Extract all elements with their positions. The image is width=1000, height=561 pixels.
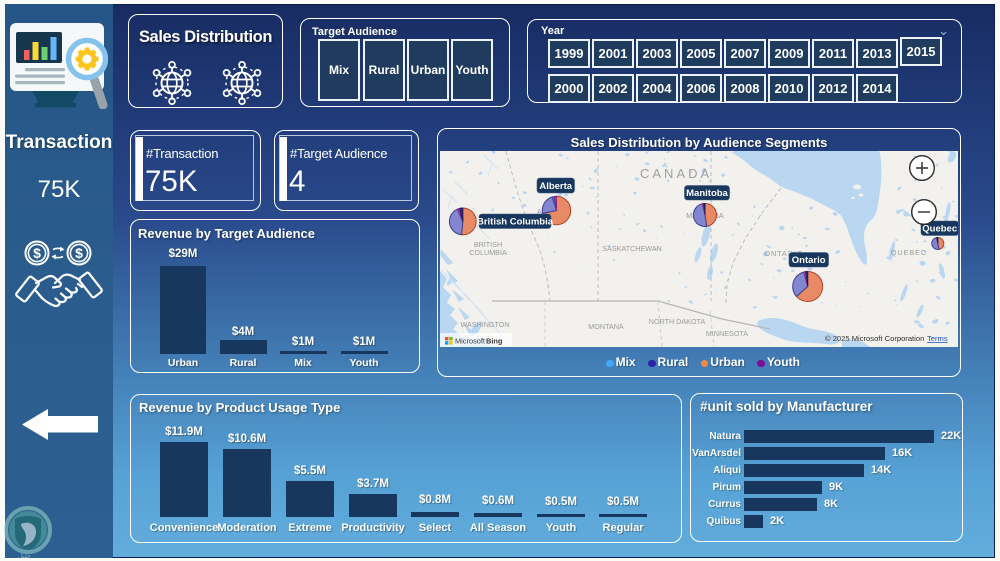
svg-text:Microsoft: Microsoft bbox=[455, 337, 485, 346]
svg-text:Manitoba: Manitoba bbox=[686, 188, 728, 199]
svg-text:SASKATCHEWAN: SASKATCHEWAN bbox=[602, 244, 662, 253]
svg-text:Bing: Bing bbox=[486, 337, 503, 346]
svg-text:Ontario: Ontario bbox=[792, 255, 826, 266]
svg-text:CANADA: CANADA bbox=[640, 166, 712, 181]
svg-text:Alberta: Alberta bbox=[539, 181, 572, 192]
svg-text:ONTARIO: ONTARIO bbox=[764, 249, 803, 258]
svg-text:WASHINGTON: WASHINGTON bbox=[460, 320, 509, 329]
svg-text:Quebec: Quebec bbox=[922, 224, 957, 235]
svg-text:$: $ bbox=[75, 245, 83, 261]
svg-text:QUEBEC: QUEBEC bbox=[891, 248, 927, 257]
svg-text:BRITISH: BRITISH bbox=[474, 240, 502, 249]
svg-text:Terms: Terms bbox=[927, 334, 948, 343]
svg-text:NORTH DAKOTA: NORTH DAKOTA bbox=[649, 317, 706, 326]
svg-text:حليل: حليل bbox=[18, 552, 31, 560]
svg-text:COLUMBIA: COLUMBIA bbox=[469, 248, 507, 257]
svg-text:British Columbia: British Columbia bbox=[477, 217, 554, 228]
svg-text:$: $ bbox=[33, 245, 41, 261]
svg-text:MINNESOTA: MINNESOTA bbox=[706, 329, 748, 338]
svg-text:© 2025 Microsoft Corporation: © 2025 Microsoft Corporation bbox=[825, 334, 924, 343]
svg-text:MONTANA: MONTANA bbox=[588, 322, 624, 331]
